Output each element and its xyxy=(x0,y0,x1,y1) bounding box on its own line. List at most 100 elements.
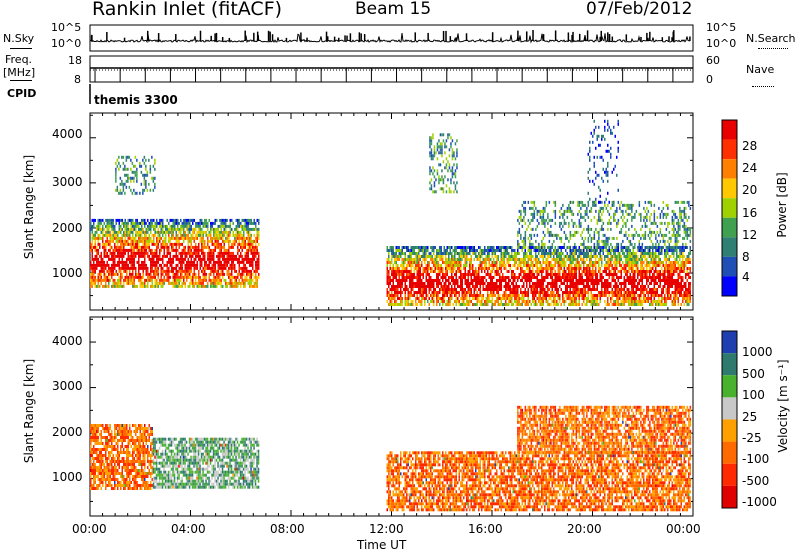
power-cell xyxy=(418,246,420,249)
power-cell xyxy=(91,269,93,273)
power-cell xyxy=(461,285,463,288)
noise-search-label: N.Search xyxy=(746,32,796,45)
power-cell xyxy=(180,266,182,270)
power-cell xyxy=(115,284,117,288)
power-cell xyxy=(617,252,619,255)
power-cell xyxy=(428,267,430,270)
power-cell xyxy=(205,284,207,288)
power-cell xyxy=(202,245,204,249)
power-cell xyxy=(485,264,487,267)
power-cell xyxy=(590,273,592,276)
power-cell xyxy=(138,245,140,249)
power-cell xyxy=(135,224,137,228)
power-cell xyxy=(141,251,143,255)
power-cell xyxy=(130,227,132,231)
power-cell xyxy=(114,227,116,231)
power-cell xyxy=(625,255,627,258)
power-cell xyxy=(538,261,540,264)
power-cell xyxy=(392,267,394,270)
power-cell xyxy=(461,279,463,282)
power-cell xyxy=(178,260,180,264)
power-cell xyxy=(533,297,535,300)
power-cell xyxy=(109,224,111,228)
power-cell xyxy=(599,267,601,270)
power-cell xyxy=(91,254,93,258)
power-cell xyxy=(476,300,478,303)
power-cell xyxy=(521,300,523,303)
power-cell xyxy=(478,264,480,267)
noise-spike xyxy=(271,34,274,41)
power-cell xyxy=(94,236,96,240)
power-cell xyxy=(133,242,135,246)
power-cell xyxy=(130,239,132,243)
power-cell xyxy=(620,258,622,261)
power-cell xyxy=(424,291,426,294)
power-cell xyxy=(536,282,538,285)
power-cell xyxy=(631,282,633,285)
power-cell xyxy=(199,254,201,258)
power-cell xyxy=(566,288,568,291)
power-cell xyxy=(616,264,618,267)
power-cell xyxy=(596,261,598,264)
power-cell xyxy=(145,227,147,231)
power-cell xyxy=(235,236,237,240)
power-cell xyxy=(156,269,158,273)
cpid-label: CPID xyxy=(7,87,37,100)
power-cell xyxy=(234,254,236,258)
power-cell xyxy=(255,224,257,228)
power-cell xyxy=(467,282,469,285)
power-cell xyxy=(535,249,537,252)
power-cell xyxy=(530,246,532,249)
power-cell xyxy=(109,278,111,282)
power-cell xyxy=(111,284,113,288)
power-cell xyxy=(565,261,567,264)
power-cell xyxy=(569,279,571,282)
power-cell xyxy=(631,276,633,279)
power-cell xyxy=(614,294,616,297)
noise-spike xyxy=(214,33,216,41)
power-cell xyxy=(205,266,207,270)
power-cell xyxy=(127,233,129,237)
power-cell xyxy=(557,264,559,267)
power-cell xyxy=(135,275,137,279)
power-cell xyxy=(533,303,535,306)
power-cell xyxy=(172,260,174,264)
power-cell xyxy=(635,267,637,270)
power-cell xyxy=(139,236,141,240)
power-cell xyxy=(159,251,161,255)
power-cell xyxy=(638,273,640,276)
power-cell xyxy=(491,288,493,291)
power-cell xyxy=(571,264,573,267)
power-cell xyxy=(193,230,195,234)
power-cell xyxy=(127,275,129,279)
power-cell xyxy=(607,255,609,258)
power-cell xyxy=(565,249,567,252)
power-cell xyxy=(464,246,466,249)
power-cell xyxy=(488,300,490,303)
power-cell xyxy=(457,267,459,270)
power-cell xyxy=(638,303,640,306)
power-cell xyxy=(97,218,99,222)
power-cell xyxy=(249,230,251,234)
power-cell xyxy=(198,221,200,225)
power-cell xyxy=(466,294,468,297)
power-cell xyxy=(421,273,423,276)
power-cell xyxy=(150,236,152,240)
power-cell xyxy=(404,282,406,285)
power-cell xyxy=(192,251,194,255)
power-cell xyxy=(482,303,484,306)
power-cell xyxy=(584,294,586,297)
power-cell xyxy=(231,257,233,261)
power-cell xyxy=(213,248,215,252)
power-cell xyxy=(553,285,555,288)
power-cell xyxy=(559,267,561,270)
power-cell xyxy=(425,255,427,258)
power-cell xyxy=(111,239,113,243)
power-cell xyxy=(225,251,227,255)
power-cell xyxy=(574,276,576,279)
power-cell xyxy=(228,251,230,255)
power-cell xyxy=(578,264,580,267)
power-cell xyxy=(493,303,495,306)
power-cell xyxy=(517,279,519,282)
power-cell xyxy=(171,242,173,246)
